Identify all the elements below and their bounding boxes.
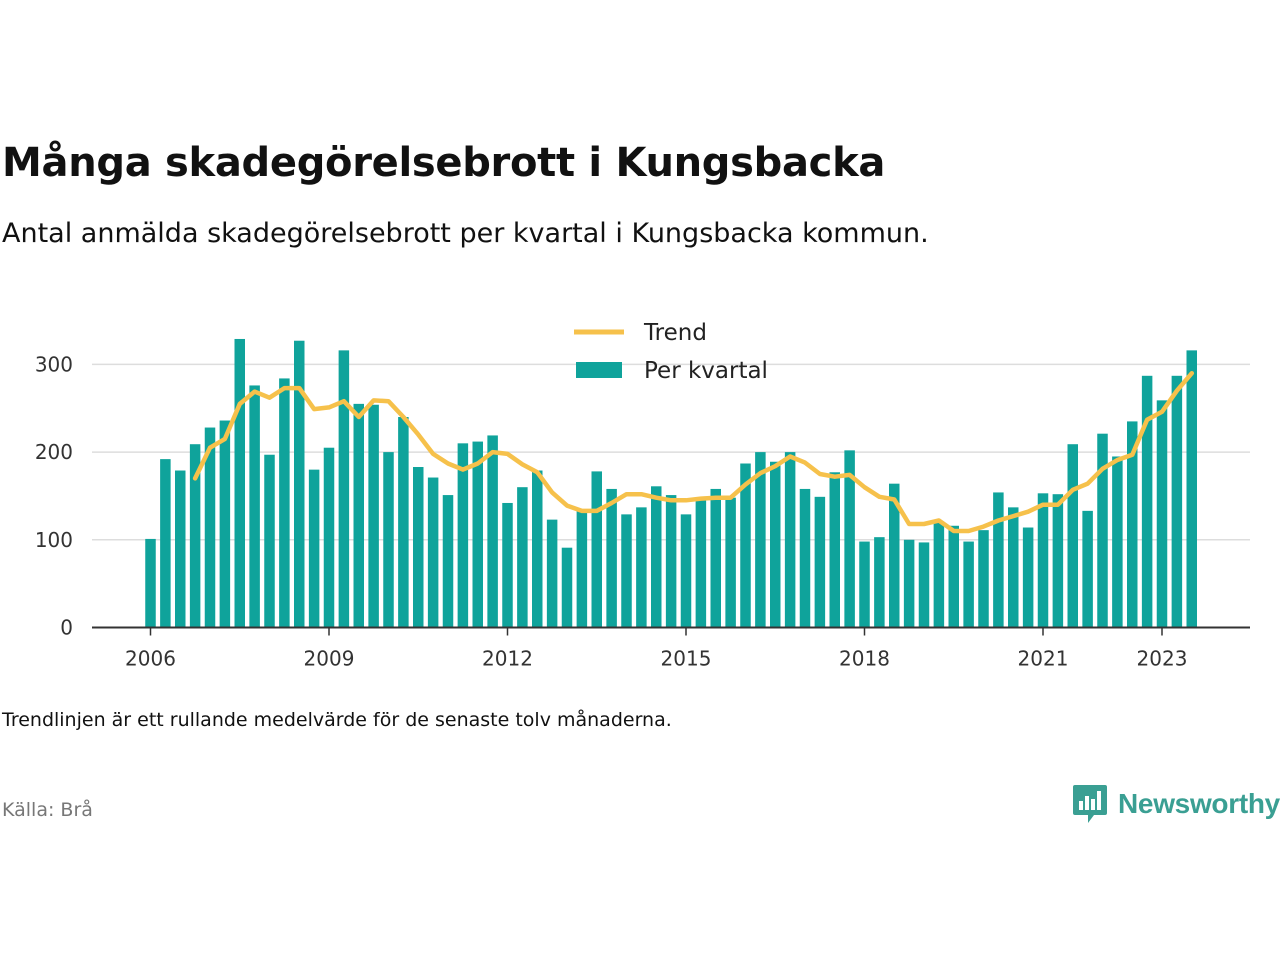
bar	[323, 447, 335, 628]
newsworthy-logo-icon	[1073, 785, 1107, 823]
bar	[175, 470, 186, 628]
bar	[1156, 400, 1168, 628]
bar-series	[145, 338, 1197, 628]
bar	[502, 502, 513, 628]
bar	[665, 495, 677, 628]
bar	[308, 469, 320, 628]
chart-subtitle: Antal anmälda skadegörelsebrott per kvar…	[2, 218, 929, 249]
bar	[576, 509, 588, 628]
bar	[1037, 493, 1049, 628]
chart-title: Många skadegörelsebrott i Kungsbacka	[2, 140, 886, 186]
x-tick-label: 2021	[1018, 647, 1069, 671]
bar	[591, 471, 602, 628]
bar	[799, 488, 811, 628]
legend: Trend Per kvartal	[574, 320, 768, 384]
bar	[695, 497, 707, 628]
bar	[710, 488, 721, 628]
bar	[829, 472, 840, 628]
bar	[1022, 527, 1034, 628]
bar	[398, 417, 409, 628]
bar	[1067, 444, 1078, 628]
legend-bars-label: Per kvartal	[644, 358, 768, 384]
bar	[279, 378, 290, 628]
bar	[903, 539, 915, 628]
x-tick-label: 2012	[482, 647, 533, 671]
bar	[651, 486, 662, 628]
y-tick-label: 200	[35, 440, 73, 464]
trend-line	[192, 370, 1195, 534]
bar	[457, 443, 469, 628]
bar	[948, 525, 959, 628]
x-tick-label: 2023	[1137, 647, 1188, 671]
bar	[770, 461, 781, 628]
bar	[1186, 350, 1197, 628]
bar	[1141, 375, 1153, 628]
bar	[1008, 507, 1019, 628]
y-tick-label: 0	[60, 616, 73, 640]
bar	[1112, 456, 1123, 628]
bar	[814, 496, 826, 628]
bar	[264, 454, 275, 628]
bar	[517, 487, 528, 628]
brand-name: Newsworthy	[1118, 788, 1280, 819]
bar	[740, 463, 751, 628]
x-tick-label: 2015	[661, 647, 712, 671]
bar	[636, 507, 647, 628]
bar	[725, 497, 736, 628]
bar	[204, 427, 216, 628]
y-tick-label: 100	[35, 528, 73, 552]
bar	[918, 542, 930, 628]
bar	[963, 541, 974, 628]
chart-source: Källa: Brå	[2, 799, 93, 821]
bar	[933, 522, 945, 628]
bar	[234, 338, 245, 628]
bar	[249, 385, 260, 628]
axes: 0 100 200 300 2006 2009 2012 2015 2018 2021 2023	[35, 352, 1250, 671]
bar	[889, 483, 900, 628]
bar	[874, 537, 885, 628]
bar	[442, 495, 454, 628]
bar	[160, 459, 171, 628]
bar	[145, 538, 156, 628]
bar	[294, 340, 305, 628]
bar	[472, 441, 483, 628]
x-tick-label: 2018	[839, 647, 890, 671]
bar	[532, 470, 543, 628]
trend-series	[192, 370, 1195, 534]
bar	[338, 350, 350, 628]
chart: 0 100 200 300 2006 2009 2012 2015 2018 2021 2023 T…	[35, 320, 1250, 671]
bar	[621, 514, 632, 628]
bar	[487, 435, 498, 628]
bar	[784, 452, 796, 628]
bar	[561, 547, 573, 628]
bar	[219, 420, 231, 628]
bar	[1127, 421, 1138, 628]
bar	[859, 541, 870, 628]
x-tick-label: 2009	[304, 647, 355, 671]
bar	[844, 450, 855, 628]
bar	[680, 514, 692, 628]
bar	[1052, 494, 1064, 628]
bar	[413, 467, 424, 628]
bar	[606, 488, 617, 628]
bar	[368, 404, 379, 628]
brand-logo: Newsworthy	[1072, 782, 1280, 826]
bar	[978, 530, 989, 628]
bar	[427, 477, 439, 628]
bar	[1097, 433, 1108, 628]
bar	[383, 452, 394, 628]
legend-trend-label: Trend	[643, 320, 707, 346]
bar	[546, 519, 558, 628]
bar	[755, 452, 766, 628]
x-tick-label: 2006	[125, 647, 176, 671]
legend-bars-swatch	[576, 362, 622, 378]
bar	[993, 492, 1004, 628]
chart-note: Trendlinjen är ett rullande medelvärde f…	[2, 709, 672, 731]
bar	[353, 403, 364, 628]
bar	[1171, 375, 1183, 628]
bar	[189, 444, 201, 628]
y-tick-label: 300	[35, 352, 73, 376]
bar	[1082, 510, 1093, 628]
